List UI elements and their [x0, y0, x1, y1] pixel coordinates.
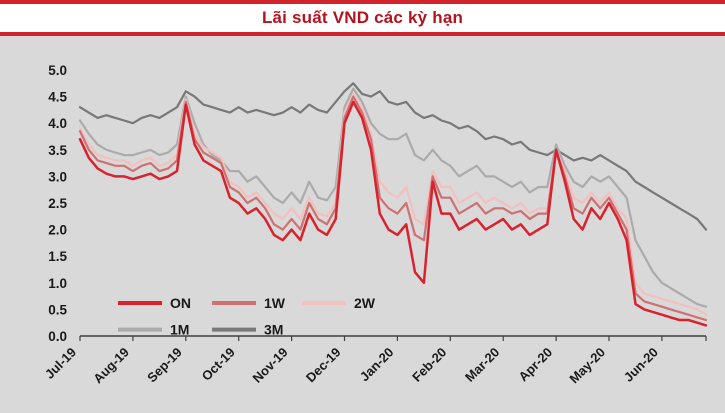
- chart-title: Lãi suất VND các kỳ hạn: [261, 8, 464, 27]
- legend-label-2W: 2W: [354, 295, 376, 311]
- y-tick-label: 4.0: [48, 116, 67, 131]
- interest-rate-line-chart: 0.0 0.5 1.0 1.5 2.0 2.5 3.0 3.5 4.0 4.5 5.0 Jul-19 A…: [42, 63, 708, 387]
- x-tick-label: Dec-19: [303, 345, 344, 386]
- y-tick-label: 0.5: [48, 302, 67, 317]
- x-tick-label: Feb-20: [409, 345, 449, 385]
- y-tick-label: 1.5: [48, 249, 67, 264]
- chart-title-band: Lãi suất VND các kỳ hạn: [0, 0, 725, 36]
- x-tick-label: Jun-20: [621, 345, 661, 385]
- y-tick-label: 2.0: [48, 223, 67, 238]
- legend-label-3M: 3M: [264, 322, 283, 338]
- x-tick-label: Jul-19: [42, 345, 79, 382]
- x-tick-label: Jan-20: [357, 345, 397, 385]
- x-tick-label: Sep-19: [144, 345, 185, 386]
- x-tick-label: Mar-20: [462, 345, 502, 385]
- x-tick-label: Nov-19: [249, 345, 290, 386]
- x-tick-label: Oct-19: [199, 345, 238, 384]
- y-tick-label: 1.0: [48, 276, 67, 291]
- legend-label-1W: 1W: [264, 295, 286, 311]
- chart-area: 0.0 0.5 1.0 1.5 2.0 2.5 3.0 3.5 4.0 4.5 5.0 Jul-19 A…: [0, 36, 725, 408]
- series-line-ON: [78, 100, 708, 327]
- y-tick-label: 0.0: [48, 329, 67, 344]
- y-tick-label: 2.5: [48, 196, 67, 211]
- y-tick-label: 3.5: [48, 143, 67, 158]
- legend-label-ON: ON: [170, 295, 191, 311]
- x-tick-label: May-20: [566, 345, 608, 387]
- legend-label-1M: 1M: [170, 322, 189, 338]
- series-line-3M: [78, 82, 708, 231]
- y-tick-label: 5.0: [48, 63, 67, 78]
- y-tick-label: 3.0: [48, 169, 67, 184]
- x-tick-label: Apr-20: [516, 345, 556, 385]
- x-tick-label: Aug-19: [90, 345, 132, 387]
- y-tick-label: 4.5: [48, 90, 67, 105]
